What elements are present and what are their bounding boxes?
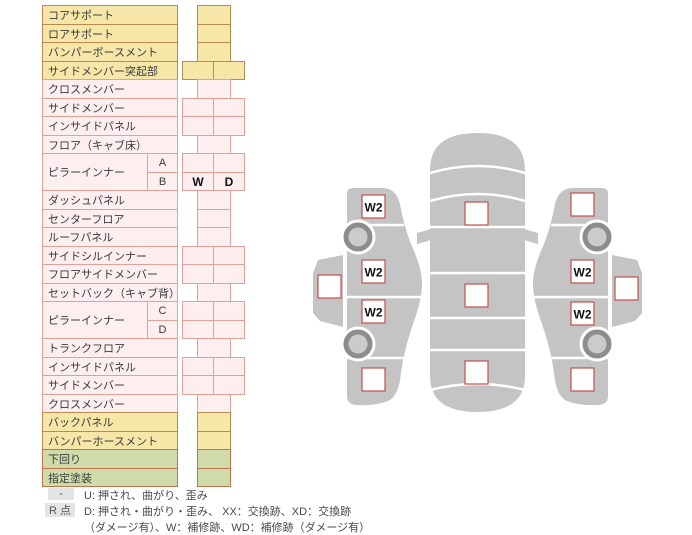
damage-cell[interactable] bbox=[197, 283, 231, 302]
damage-cell[interactable] bbox=[182, 246, 214, 265]
damage-cell[interactable] bbox=[213, 320, 245, 339]
part-label: バックパネル bbox=[42, 412, 178, 432]
damage-marker-label: W2 bbox=[365, 306, 383, 320]
part-label: バンパーボースメント bbox=[42, 42, 178, 62]
part-label: コアサポート bbox=[42, 5, 178, 25]
damage-cell[interactable] bbox=[197, 190, 231, 210]
wheel-icon bbox=[340, 219, 376, 255]
part-label: センターフロア bbox=[42, 209, 178, 228]
damage-cell[interactable]: W bbox=[182, 172, 214, 191]
damage-cell[interactable] bbox=[197, 5, 231, 25]
pillar-sub-label: A bbox=[147, 153, 178, 173]
part-label: ロアサポート bbox=[42, 24, 178, 43]
left-mirror-shape bbox=[417, 229, 431, 244]
damage-cell[interactable] bbox=[197, 227, 231, 247]
damage-marker[interactable] bbox=[570, 301, 595, 326]
pillar-sub-label: C bbox=[147, 301, 178, 321]
damage-cell[interactable] bbox=[197, 338, 231, 358]
damage-marker[interactable] bbox=[361, 367, 386, 392]
damage-cell[interactable] bbox=[213, 116, 245, 136]
damage-marker[interactable] bbox=[361, 299, 386, 324]
damage-marker-label: W2 bbox=[574, 266, 592, 280]
right-mirror-shape bbox=[524, 229, 538, 244]
damage-marker[interactable] bbox=[361, 259, 386, 284]
legend-line-d: D: 押され・曲がり・歪み、 XX：交換跡、XD：交換跡 bbox=[84, 506, 352, 518]
damage-cell[interactable] bbox=[197, 394, 231, 413]
damage-cell[interactable] bbox=[213, 153, 245, 173]
part-label: フロアサイドメンバー bbox=[42, 264, 178, 284]
damage-cell[interactable] bbox=[197, 209, 231, 228]
part-label: セットバック（キャブ背） bbox=[42, 283, 180, 302]
damage-cell[interactable] bbox=[197, 42, 231, 62]
part-label: トランクフロア bbox=[42, 338, 178, 358]
section-line bbox=[429, 192, 526, 203]
part-label: サイドメンバー bbox=[42, 375, 178, 395]
wheel-icon bbox=[579, 326, 615, 362]
damage-marker-label: W2 bbox=[365, 266, 383, 280]
part-label: サイドメンバー bbox=[42, 98, 178, 117]
damage-cell[interactable] bbox=[197, 24, 231, 43]
damage-cell[interactable] bbox=[182, 375, 214, 395]
part-label: ルーフパネル bbox=[42, 227, 178, 247]
damage-cell[interactable] bbox=[182, 301, 214, 321]
damage-cell[interactable] bbox=[213, 98, 245, 117]
damage-cell[interactable] bbox=[197, 135, 231, 154]
damage-cell[interactable] bbox=[213, 357, 245, 376]
damage-marker[interactable] bbox=[570, 259, 595, 284]
legend-key-rpoint: R 点 bbox=[45, 503, 75, 517]
part-label: サイドシルインナー bbox=[42, 246, 178, 265]
damage-cell[interactable] bbox=[182, 98, 214, 117]
damage-marker-label: W2 bbox=[574, 308, 592, 322]
wheel-icon bbox=[340, 326, 376, 362]
part-label: ダッシュパネル bbox=[42, 190, 178, 210]
part-label: サイドメンバー突起部 bbox=[42, 61, 178, 80]
damage-marker[interactable] bbox=[464, 283, 489, 308]
part-label: クロスメンバー bbox=[42, 394, 178, 413]
damage-cell[interactable] bbox=[182, 116, 214, 136]
damage-marker[interactable] bbox=[361, 194, 386, 219]
damage-cell[interactable] bbox=[213, 301, 245, 321]
part-label: バンパーホースメント bbox=[42, 431, 178, 450]
part-label: ピラーインナー bbox=[42, 153, 148, 191]
section-line bbox=[429, 164, 526, 175]
damage-cell[interactable] bbox=[197, 468, 231, 487]
damage-cell[interactable] bbox=[197, 412, 231, 432]
pillar-sub-label: D bbox=[147, 320, 178, 339]
damage-marker[interactable] bbox=[464, 360, 489, 385]
damage-cell[interactable] bbox=[197, 449, 231, 469]
damage-marker[interactable] bbox=[317, 274, 342, 299]
part-label: クロスメンバー bbox=[42, 79, 178, 99]
damage-marker[interactable] bbox=[570, 192, 595, 217]
damage-marker[interactable] bbox=[570, 367, 595, 392]
damage-cell[interactable] bbox=[182, 357, 214, 376]
damage-cell[interactable] bbox=[213, 375, 245, 395]
damage-cell[interactable] bbox=[182, 153, 214, 173]
pillar-sub-label: B bbox=[147, 172, 178, 191]
part-label: インサイドパネル bbox=[42, 116, 178, 136]
part-label: 指定塗装 bbox=[42, 468, 178, 487]
damage-cell[interactable] bbox=[213, 246, 245, 265]
legend-line-u: U: 押され、曲がり、歪み bbox=[84, 490, 208, 502]
wheel-icon bbox=[579, 219, 615, 255]
part-label: インサイドパネル bbox=[42, 357, 178, 376]
damage-cell[interactable] bbox=[182, 61, 214, 80]
damage-cell[interactable] bbox=[182, 264, 214, 284]
part-label: フロア（キャブ床） bbox=[42, 135, 178, 154]
damage-cell[interactable] bbox=[197, 79, 231, 99]
damage-marker[interactable] bbox=[464, 201, 489, 226]
part-label: ピラーインナー bbox=[42, 301, 148, 339]
parts-damage-table: コアサポート ロアサポート バンパーボースメント サイドメンバー突起部 クロスメンバーサ… bbox=[42, 0, 302, 535]
damage-cell[interactable] bbox=[213, 61, 245, 80]
part-label: 下回り bbox=[42, 449, 178, 469]
damage-marker-label: W2 bbox=[365, 201, 383, 215]
damage-cell[interactable] bbox=[213, 264, 245, 284]
legend-line-damage: （ダメージ有）、W：補修跡、WD：補修跡（ダメージ有） bbox=[84, 522, 371, 534]
vehicle-damage-diagram: W2 W2 W2 W2 W2 bbox=[313, 133, 642, 412]
damage-cell[interactable] bbox=[197, 431, 231, 450]
damage-cell[interactable] bbox=[182, 320, 214, 339]
damage-cell[interactable]: D bbox=[213, 172, 245, 191]
damage-marker[interactable] bbox=[614, 276, 639, 301]
legend-key-dash: - bbox=[48, 488, 74, 500]
